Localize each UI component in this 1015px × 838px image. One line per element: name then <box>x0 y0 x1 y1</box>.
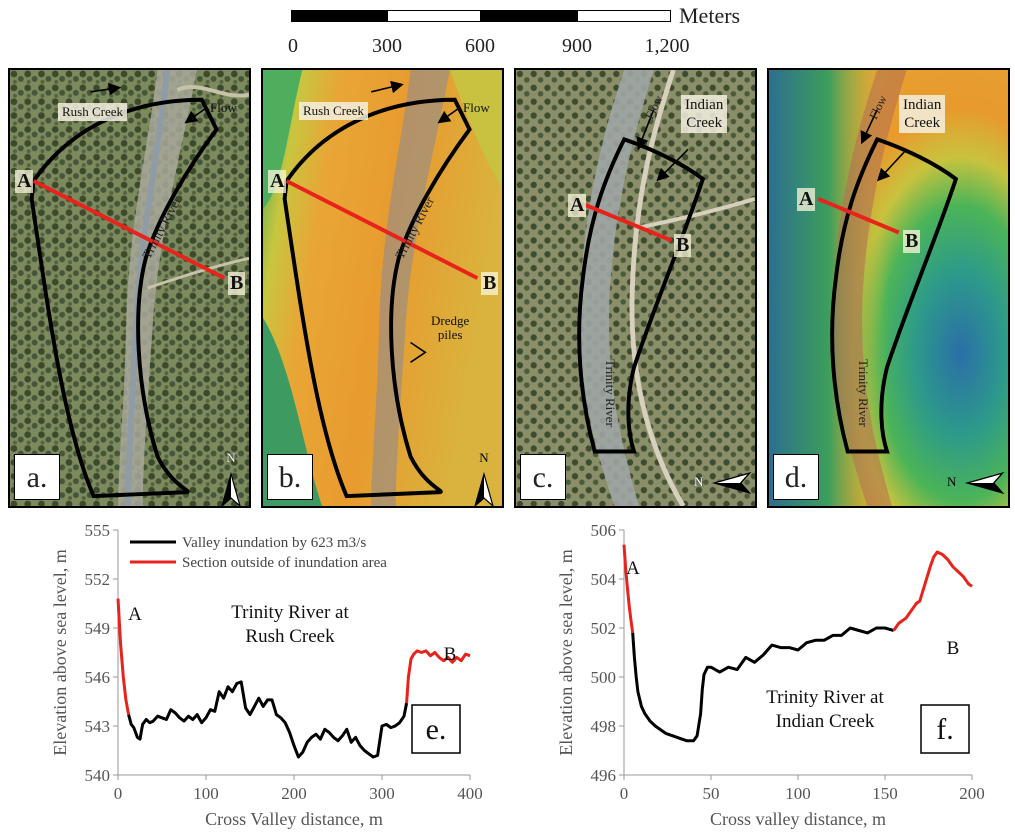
panel-letter: d. <box>773 454 819 500</box>
chart-e: 540 543 546 549 552 555 0 100 200 300 400 Cross Val… <box>0 518 500 833</box>
point-b-label: B <box>444 644 457 665</box>
x-axis-title: Cross valley distance, m <box>710 809 886 829</box>
panel-letter: f. <box>936 713 954 746</box>
x-tick-label: 200 <box>281 784 307 803</box>
x-tick-label: 400 <box>457 784 483 803</box>
outside-series-line <box>405 649 471 704</box>
y-tick-label: 552 <box>85 570 111 589</box>
rush-creek-label: Rush Creek <box>299 102 369 120</box>
y-tick-label: 540 <box>85 766 111 785</box>
y-axis-title: Elevation above sea level, m <box>50 549 70 755</box>
scale-segment <box>480 10 578 22</box>
y-tick-label: 543 <box>85 717 111 736</box>
x-tick-label: 150 <box>872 784 898 803</box>
y-tick-label: 500 <box>591 668 617 687</box>
panel-letter-box <box>411 704 461 754</box>
y-tick-label: 496 <box>591 766 617 785</box>
elevation-image <box>263 70 502 506</box>
map-panel-b: Rush Creek Flow Trinity River Dredge pil… <box>261 68 504 508</box>
x-tick-label: 300 <box>369 784 395 803</box>
legend-inundation-label: Valley inundation by 623 m3/s <box>182 535 366 551</box>
chart-title-line2: Rush Creek <box>245 626 335 647</box>
scale-tick: 600 <box>465 35 495 57</box>
scale-segment <box>387 10 481 22</box>
y-tick-label: 498 <box>591 717 617 736</box>
river-label: Trinity River <box>855 359 871 427</box>
inundation-series-line <box>631 626 895 743</box>
x-tick-label: 0 <box>114 784 123 803</box>
flow-label: Flow <box>210 100 237 115</box>
panel-letter: c. <box>520 454 566 500</box>
map-panel-c: Indian Creek Flow Trinity River A B c. N <box>514 68 757 508</box>
x-tick-label: 50 <box>703 784 720 803</box>
north-arrow-icon: N <box>694 472 752 494</box>
x-tick-label: 100 <box>193 784 219 803</box>
north-label: N <box>479 450 489 465</box>
river-label: Trinity River <box>602 359 618 427</box>
north-arrow-icon: N <box>473 450 495 506</box>
scale-segment <box>291 10 388 22</box>
point-b-label: B <box>228 272 246 295</box>
point-b-label: B <box>481 272 499 295</box>
x-tick-label: 0 <box>620 784 629 803</box>
inundation-series-line <box>127 680 409 759</box>
y-tick-label: 506 <box>591 521 617 540</box>
scale-tick: 900 <box>562 35 592 57</box>
chart-title-line1: Trinity River at <box>231 602 349 623</box>
elevation-profile-chart-f: 496 498 500 502 504 506 0 50 100 150 200 Cross vall… <box>556 521 985 829</box>
rush-creek-label: Rush Creek <box>58 103 128 121</box>
scale-tick: 0 <box>288 35 298 57</box>
outside-series-line <box>892 550 973 632</box>
chart-title-line1: Trinity River at <box>766 687 884 708</box>
panel-letter-box <box>920 704 970 754</box>
elevation-image <box>769 70 1008 506</box>
scale-tick: 300 <box>372 35 402 57</box>
point-a-label: A <box>15 170 34 193</box>
scale-segment <box>577 10 671 22</box>
point-b-label: B <box>947 638 960 659</box>
panel-letter: a. <box>14 454 60 500</box>
point-b-label: B <box>903 230 921 253</box>
y-tick-label: 504 <box>591 570 617 589</box>
chart-title-line2: Indian Creek <box>776 711 875 732</box>
legend-outside-label: Section outside of inundation area <box>182 555 387 571</box>
chart-f: 496 498 500 502 504 506 0 50 100 150 200 Cross vall… <box>505 518 1010 833</box>
y-axis-title: Elevation above sea level, m <box>556 549 576 755</box>
panel-letter: b. <box>267 454 313 500</box>
outside-series-line <box>116 598 131 715</box>
flow-label: Flow <box>463 100 490 115</box>
indian-creek-label: Indian Creek <box>899 95 946 133</box>
north-arrow-icon: N <box>947 472 1005 494</box>
x-tick-label: 100 <box>785 784 811 803</box>
map-panel-a: Rush Creek Flow Trinity River A B a. N <box>8 68 251 508</box>
y-tick-label: 546 <box>85 668 111 687</box>
map-panel-d: Indian Creek Flow Trinity River A B d. N <box>767 68 1010 508</box>
north-label: N <box>694 474 704 489</box>
point-a-label: A <box>626 558 640 579</box>
scale-unit: Meters <box>679 3 741 28</box>
north-arrow-icon: N <box>220 450 242 506</box>
x-tick-label: 200 <box>959 784 985 803</box>
point-a-label: A <box>128 604 142 625</box>
point-a-label: A <box>568 194 587 217</box>
point-a-label: A <box>797 188 816 211</box>
satellite-image <box>516 70 755 506</box>
outside-series-line <box>622 544 635 634</box>
elevation-profile-chart-e: 540 543 546 549 552 555 0 100 200 300 400 Cross Val… <box>50 521 483 829</box>
scale-tick: 1,200 <box>644 35 690 57</box>
satellite-image <box>10 70 249 506</box>
dredge-piles-label: Dredge piles <box>431 313 470 342</box>
north-label: N <box>947 474 957 489</box>
y-tick-label: 555 <box>85 521 111 540</box>
north-label: N <box>226 450 236 465</box>
x-axis-title: Cross Valley distance, m <box>205 809 383 829</box>
y-tick-label: 502 <box>591 619 617 638</box>
indian-creek-label: Indian Creek <box>681 95 728 133</box>
point-b-label: B <box>674 234 692 257</box>
y-tick-label: 549 <box>85 619 111 638</box>
point-a-label: A <box>268 170 287 193</box>
panel-letter: e. <box>426 713 447 746</box>
